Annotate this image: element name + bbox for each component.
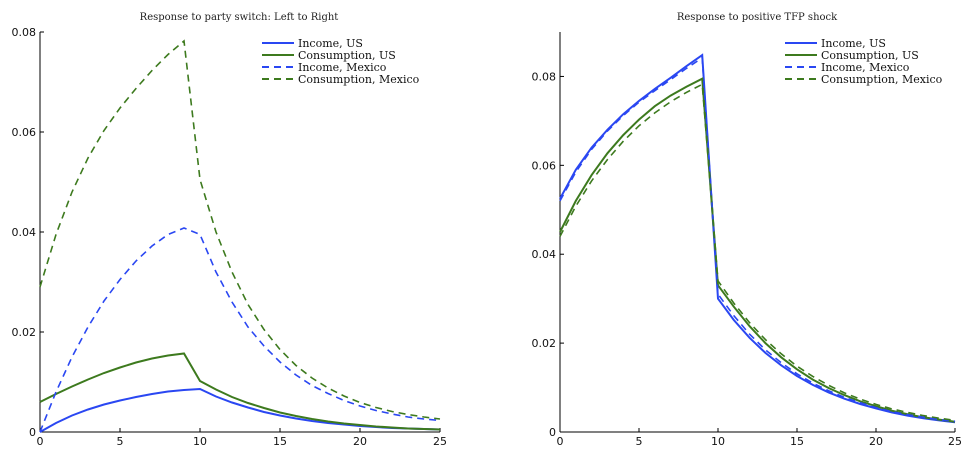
- legend-label: Consumption, Mexico: [821, 73, 943, 86]
- x-tick-label: 0: [37, 435, 44, 448]
- x-tick-label: 5: [636, 435, 643, 448]
- y-tick-label: 0.08: [532, 70, 557, 83]
- series-line-consumption-mexico: [560, 84, 955, 420]
- series-line-income-us: [560, 55, 955, 422]
- series-line-income-mexico: [560, 58, 955, 422]
- x-tick-label: 15: [790, 435, 804, 448]
- series-line-consumption-mexico: [40, 41, 440, 419]
- y-tick-label: 0.06: [532, 159, 557, 172]
- chart-title: Response to positive TFP shock: [677, 12, 838, 23]
- chart-tfp-shock: Response to positive TFP shock 0 5 10 15 20 2…: [532, 12, 961, 448]
- y-tick-label: 0.06: [12, 126, 37, 139]
- series-line-income-us: [40, 389, 440, 432]
- x-tick-label: 15: [273, 435, 287, 448]
- x-tick-label: 25: [948, 435, 961, 448]
- x-tick-label: 0: [557, 435, 564, 448]
- legend-label: Consumption, Mexico: [298, 73, 420, 86]
- y-tick-label: 0.02: [532, 337, 557, 350]
- y-tick-label: 0: [29, 426, 36, 439]
- series-line-consumption-us: [40, 354, 440, 430]
- series-line-income-mexico: [40, 228, 440, 432]
- y-tick-label: 0: [549, 426, 556, 439]
- x-tick-label: 20: [353, 435, 367, 448]
- chart-title: Response to party switch: Left to Right: [140, 12, 339, 23]
- series-line-consumption-us: [560, 79, 955, 422]
- y-tick-label: 0.04: [532, 248, 557, 261]
- x-tick-label: 20: [869, 435, 883, 448]
- y-tick-label: 0.08: [12, 26, 37, 39]
- chart-party-switch: Response to party switch: Left to Right …: [12, 12, 448, 448]
- x-tick-label: 25: [433, 435, 447, 448]
- x-tick-label: 5: [117, 435, 124, 448]
- x-tick-label: 10: [711, 435, 725, 448]
- x-tick-label: 10: [193, 435, 207, 448]
- y-tick-label: 0.04: [12, 226, 37, 239]
- y-tick-label: 0.02: [12, 326, 37, 339]
